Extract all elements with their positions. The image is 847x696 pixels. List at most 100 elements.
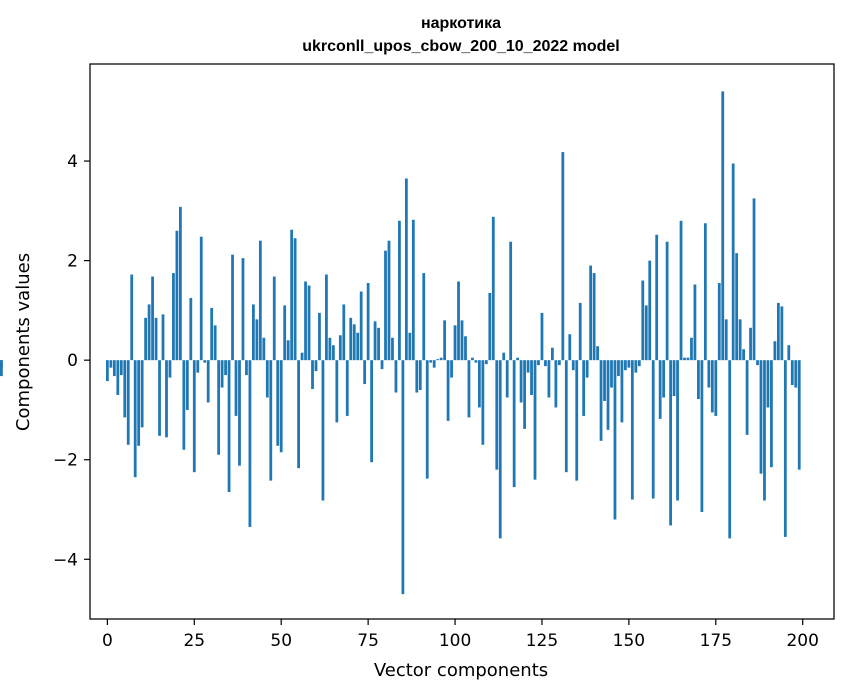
bar-151 — [630, 360, 634, 500]
bar-36 — [231, 254, 234, 361]
bars — [0, 91, 801, 595]
bar-10 — [140, 360, 144, 428]
bar-196 — [787, 345, 791, 361]
bar-123 — [533, 360, 537, 480]
bar-60 — [314, 360, 318, 372]
y-tick-label--2: −2 — [53, 451, 78, 471]
bar-0 — [105, 360, 109, 382]
bar-76 — [370, 360, 373, 463]
bar-109 — [484, 360, 488, 365]
bar-152 — [634, 360, 638, 373]
bar-126 — [544, 360, 547, 367]
bar-undefined — [0, 360, 3, 368]
bar-102 — [460, 320, 464, 361]
bar-54 — [293, 238, 297, 361]
chart-subtitle: ukrconll_upos_cbow_200_10_2022 model — [302, 38, 619, 55]
bar-69 — [345, 360, 349, 416]
bar-90 — [418, 360, 422, 391]
bar-134 — [571, 360, 575, 371]
bar-115 — [505, 360, 509, 398]
bar-50 — [279, 360, 283, 453]
bar-155 — [644, 305, 648, 361]
bar-12 — [147, 304, 151, 361]
bar-29 — [206, 360, 210, 403]
bar-112 — [495, 360, 499, 470]
bar-130 — [557, 360, 561, 366]
bar-172 — [703, 223, 707, 361]
bar-49 — [276, 360, 280, 446]
bar-46 — [265, 360, 269, 398]
bar-116 — [509, 241, 513, 361]
bar-170 — [697, 360, 700, 399]
bar-98 — [446, 360, 450, 421]
bar-184 — [745, 360, 749, 435]
x-tick-label-175: 175 — [700, 631, 732, 651]
bar-161 — [665, 241, 669, 361]
bar-94 — [432, 360, 436, 368]
bar-67 — [338, 335, 342, 361]
bar-191 — [770, 360, 773, 468]
bar-148 — [620, 360, 624, 423]
bar-177 — [721, 91, 725, 361]
bar-118 — [516, 357, 520, 361]
bar-181 — [735, 253, 739, 361]
bar-undefined — [0, 360, 3, 377]
bar-30 — [210, 307, 214, 361]
bar-144 — [606, 360, 610, 430]
x-axis-ticks: 0 25 50 75 100 125 150 175 200 — [102, 619, 819, 651]
bar-147 — [617, 360, 620, 377]
bar-143 — [603, 360, 606, 401]
x-tick-label-75: 75 — [357, 631, 379, 651]
bar-81 — [387, 240, 391, 361]
bar-128 — [551, 347, 554, 361]
bar-21 — [179, 206, 182, 361]
bar-97 — [443, 320, 447, 361]
bar-167 — [686, 357, 690, 361]
y-tick-label-4: 4 — [67, 152, 78, 172]
bar-189 — [763, 360, 766, 501]
bar-162 — [669, 360, 672, 526]
bar-92 — [425, 360, 429, 479]
bar-166 — [683, 357, 686, 361]
bar-17 — [165, 360, 168, 438]
bar-48 — [272, 276, 276, 361]
x-tick-label-150: 150 — [613, 631, 645, 651]
bar-158 — [655, 234, 659, 361]
bar-56 — [300, 352, 304, 361]
bar-59 — [311, 360, 314, 390]
bar-47 — [269, 360, 273, 481]
bar-108 — [481, 360, 485, 445]
y-axis-ticks: −4 −2 0 2 4 — [53, 152, 90, 570]
bar-122 — [530, 360, 533, 396]
bar-75 — [366, 283, 370, 361]
bar-198 — [794, 360, 798, 388]
bar-63 — [325, 274, 328, 361]
bar-13 — [151, 276, 154, 361]
bar-145 — [610, 360, 613, 388]
bar-37 — [234, 360, 238, 416]
bar-9 — [137, 360, 141, 446]
bar-45 — [262, 337, 266, 361]
bar-82 — [391, 337, 394, 361]
bar-185 — [749, 327, 752, 361]
bar-165 — [679, 220, 683, 361]
bar-95 — [436, 359, 440, 361]
bar-44 — [258, 240, 262, 361]
bar-121 — [526, 360, 530, 373]
bar-188 — [759, 360, 763, 474]
bar-129 — [554, 360, 558, 408]
bar-26 — [196, 360, 200, 373]
bar-160 — [662, 360, 666, 398]
chart-title: наркотика — [421, 15, 501, 32]
bar-107 — [477, 360, 481, 408]
bar-78 — [377, 327, 380, 361]
bar-4 — [119, 360, 123, 376]
bar-19 — [172, 273, 175, 361]
bar-34 — [224, 360, 227, 376]
bar-157 — [651, 360, 655, 499]
bar-7 — [130, 274, 134, 361]
bar-171 — [700, 360, 704, 512]
bar-169 — [693, 284, 697, 361]
bar-83 — [394, 360, 398, 393]
bar-74 — [363, 360, 367, 385]
